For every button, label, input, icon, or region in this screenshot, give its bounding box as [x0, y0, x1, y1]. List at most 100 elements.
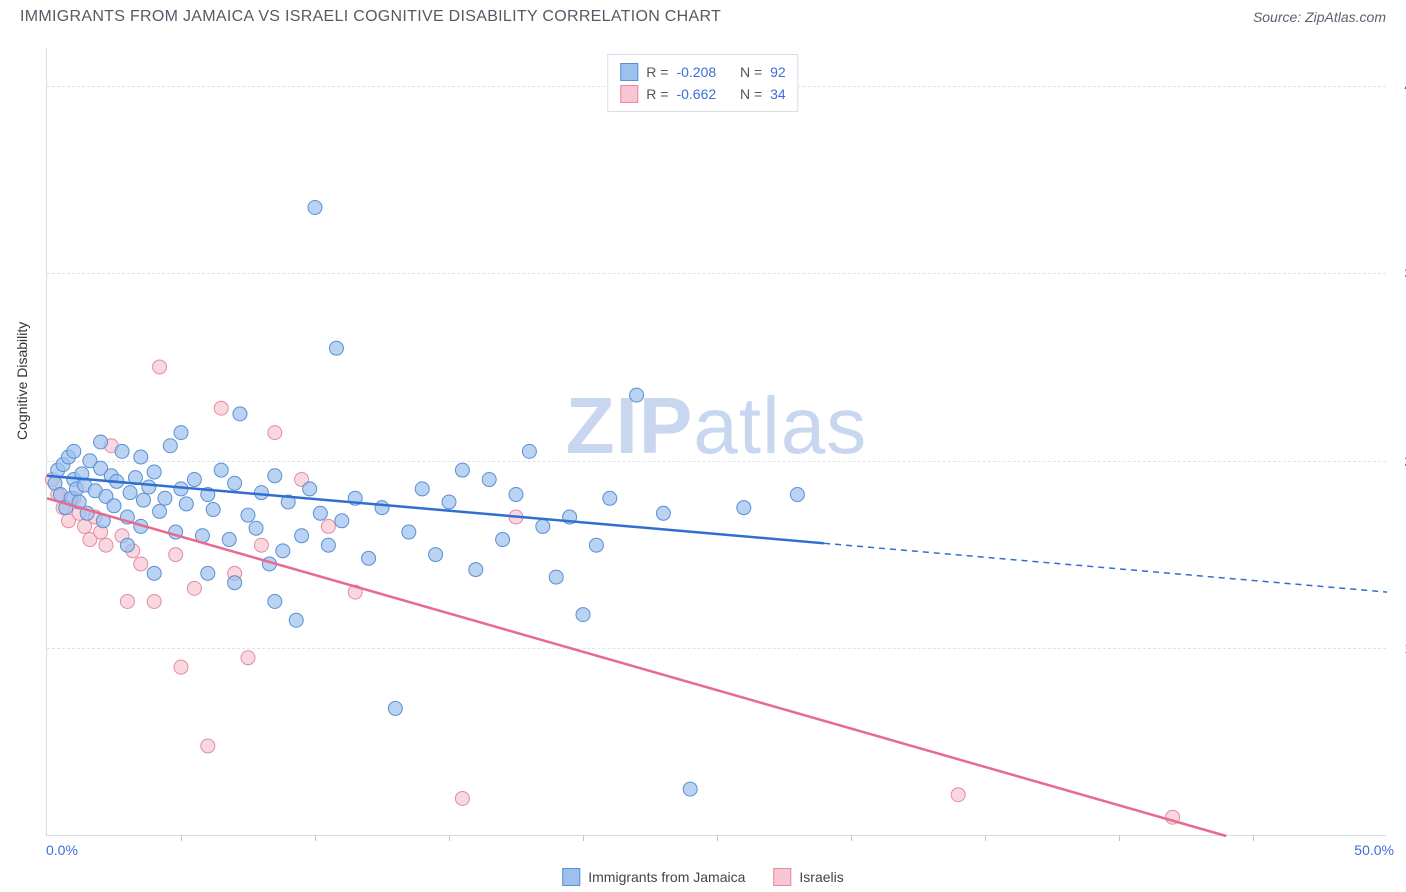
data-point-jamaica: [329, 341, 343, 355]
series-legend: Immigrants from Jamaica Israelis: [562, 868, 844, 886]
legend-item-1: Israelis: [773, 868, 843, 886]
data-point-jamaica: [233, 407, 247, 421]
data-point-jamaica: [362, 551, 376, 565]
data-point-israeli: [951, 788, 965, 802]
data-point-jamaica: [163, 439, 177, 453]
x-tick: [583, 835, 584, 841]
data-point-israeli: [134, 557, 148, 571]
data-point-jamaica: [254, 486, 268, 500]
x-tick: [717, 835, 718, 841]
trend-line: [824, 543, 1387, 592]
data-point-israeli: [321, 519, 335, 533]
data-point-jamaica: [496, 533, 510, 547]
swatch-legend-0: [562, 868, 580, 886]
data-point-jamaica: [321, 538, 335, 552]
data-point-jamaica: [603, 491, 617, 505]
data-point-jamaica: [289, 613, 303, 627]
data-point-jamaica: [201, 566, 215, 580]
data-point-jamaica: [335, 514, 349, 528]
data-point-jamaica: [402, 525, 416, 539]
data-point-israeli: [169, 548, 183, 562]
trend-line: [47, 498, 1226, 836]
x-end-label: 50.0%: [1354, 842, 1394, 858]
data-point-israeli: [99, 538, 113, 552]
data-point-jamaica: [136, 493, 150, 507]
correlation-legend: R = -0.208 N = 92 R = -0.662 N = 34: [607, 54, 798, 112]
data-point-jamaica: [295, 529, 309, 543]
data-point-israeli: [241, 651, 255, 665]
data-point-jamaica: [455, 463, 469, 477]
data-point-jamaica: [429, 548, 443, 562]
data-point-jamaica: [228, 576, 242, 590]
data-point-jamaica: [313, 506, 327, 520]
data-point-israeli: [254, 538, 268, 552]
x-tick: [449, 835, 450, 841]
data-point-jamaica: [268, 469, 282, 483]
data-point-jamaica: [123, 486, 137, 500]
x-tick: [1253, 835, 1254, 841]
data-point-jamaica: [241, 508, 255, 522]
data-point-jamaica: [67, 444, 81, 458]
data-point-jamaica: [142, 480, 156, 494]
data-point-jamaica: [303, 482, 317, 496]
data-point-jamaica: [228, 476, 242, 490]
legend-row-series-0: R = -0.208 N = 92: [620, 61, 785, 83]
x-tick: [851, 835, 852, 841]
data-point-israeli: [187, 581, 201, 595]
data-point-jamaica: [630, 388, 644, 402]
x-tick: [315, 835, 316, 841]
data-point-jamaica: [576, 608, 590, 622]
data-point-jamaica: [115, 444, 129, 458]
x-tick: [1119, 835, 1120, 841]
data-point-jamaica: [179, 497, 193, 511]
data-point-jamaica: [482, 473, 496, 487]
data-point-jamaica: [415, 482, 429, 496]
data-point-jamaica: [107, 499, 121, 513]
data-point-jamaica: [222, 533, 236, 547]
legend-item-0: Immigrants from Jamaica: [562, 868, 745, 886]
data-point-jamaica: [308, 200, 322, 214]
data-point-jamaica: [153, 504, 167, 518]
data-point-jamaica: [134, 450, 148, 464]
data-point-jamaica: [536, 519, 550, 533]
x-origin-label: 0.0%: [46, 842, 78, 858]
data-point-jamaica: [442, 495, 456, 509]
swatch-series-0: [620, 63, 638, 81]
chart-plot-area: ZIPatlas 10.0%20.0%30.0%40.0%: [46, 48, 1386, 836]
swatch-series-1: [620, 85, 638, 103]
data-point-jamaica: [683, 782, 697, 796]
legend-row-series-1: R = -0.662 N = 34: [620, 83, 785, 105]
data-point-israeli: [153, 360, 167, 374]
data-point-jamaica: [158, 491, 172, 505]
data-point-jamaica: [589, 538, 603, 552]
data-point-israeli: [214, 401, 228, 415]
data-point-jamaica: [509, 488, 523, 502]
data-point-israeli: [268, 426, 282, 440]
data-point-jamaica: [268, 594, 282, 608]
data-point-israeli: [455, 791, 469, 805]
data-point-jamaica: [522, 444, 536, 458]
x-tick: [181, 835, 182, 841]
data-point-israeli: [147, 594, 161, 608]
chart-title: IMMIGRANTS FROM JAMAICA VS ISRAELI COGNI…: [20, 8, 721, 26]
data-point-jamaica: [790, 488, 804, 502]
data-point-jamaica: [249, 521, 263, 535]
data-point-jamaica: [147, 566, 161, 580]
data-point-jamaica: [214, 463, 228, 477]
data-point-jamaica: [147, 465, 161, 479]
data-point-jamaica: [469, 563, 483, 577]
data-point-jamaica: [375, 501, 389, 515]
source-attribution: Source: ZipAtlas.com: [1253, 9, 1386, 25]
data-point-jamaica: [656, 506, 670, 520]
data-point-israeli: [120, 594, 134, 608]
scatter-svg: [47, 48, 1386, 835]
data-point-jamaica: [120, 538, 134, 552]
data-point-jamaica: [174, 426, 188, 440]
data-point-jamaica: [737, 501, 751, 515]
data-point-israeli: [201, 739, 215, 753]
data-point-jamaica: [206, 503, 220, 517]
data-point-jamaica: [549, 570, 563, 584]
chart-header: IMMIGRANTS FROM JAMAICA VS ISRAELI COGNI…: [0, 0, 1406, 30]
data-point-jamaica: [94, 435, 108, 449]
data-point-israeli: [174, 660, 188, 674]
